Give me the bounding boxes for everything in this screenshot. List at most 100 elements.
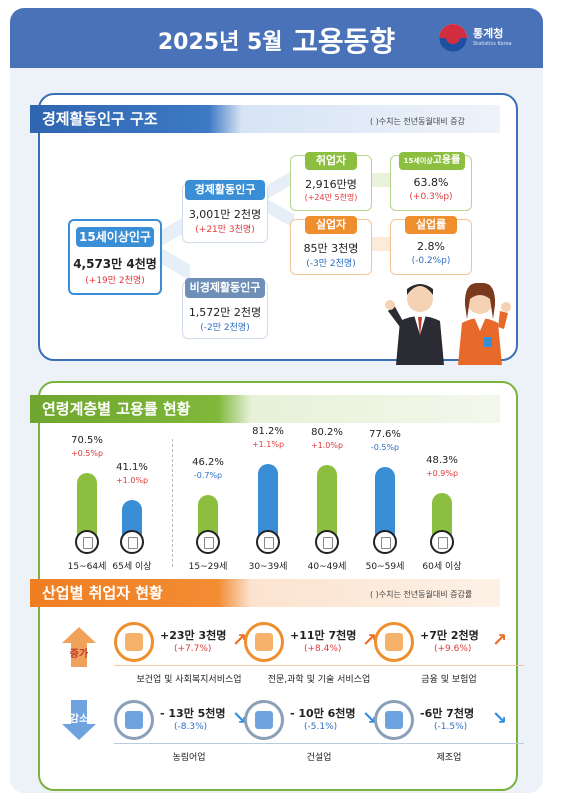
age-bar-delta: +1.1%p [251, 440, 285, 449]
industry-delta: (+8.4%) [304, 644, 342, 654]
age-bar-pct: 77.6% [369, 429, 401, 440]
chart-divider [172, 439, 173, 567]
age-bar-label: 30~39세 [248, 562, 288, 572]
pop15-label: 15세이상인구 [76, 227, 154, 247]
down-arrow-icon [62, 700, 96, 740]
pop15-delta: (+19만 2천명) [85, 276, 145, 286]
industry-item: +11만 7천명 (+8.4%) ↗ 전문,과학 및 기술 서비스업 [244, 622, 394, 685]
connector [370, 173, 390, 187]
emp-rate-label-main: 고용률 [432, 155, 461, 166]
age-bar [317, 465, 337, 536]
age-bar-pct: 41.1% [116, 462, 148, 473]
industry-name: 제조업 [436, 753, 462, 763]
divider [114, 665, 264, 666]
age-bar [258, 464, 278, 536]
industry-delta: (+7.7%) [174, 644, 212, 654]
industry-name: 전문,과학 및 기술 서비스업 [267, 675, 371, 685]
industry-name: 건설업 [306, 753, 332, 763]
logo-name: 통계청 [473, 27, 504, 40]
unemployed-label: 실업자 [305, 216, 357, 234]
age-bar-pct: 80.2% [311, 427, 343, 438]
industry-item: - 10만 6천명 (-5.1%) ↘ 건설업 [244, 700, 394, 763]
age-bar-pct: 46.2% [192, 457, 224, 468]
industry-note: ( )수치는 전년동월대비 증감률 [370, 590, 473, 599]
inactive-delta: (-2만 2천명) [200, 323, 250, 333]
divider [244, 743, 394, 744]
header-banner: 2025년 5월 고용동향 통계청 Statistics Korea [10, 8, 543, 70]
age-bar-pct: 70.5% [71, 435, 103, 446]
industry-value: +7만 2천명 [420, 629, 479, 642]
age-bar-delta: +1.0%p [115, 476, 149, 485]
industry-delta: (+9.6%) [434, 644, 472, 654]
industry-item: +7만 2천명 (+9.6%) ↗ 금융 및 보험업 [374, 622, 524, 685]
industry-increase-icon [244, 622, 284, 662]
trend-up-icon: ↗ [232, 630, 248, 651]
age-bar-delta: -0.7%p [193, 471, 223, 480]
age-bar-label: 40~49세 [307, 562, 347, 572]
divider [244, 665, 394, 666]
unemployed-delta: (-3만 2천명) [306, 259, 356, 269]
decrease-label: 감소 [69, 714, 89, 725]
industry-value: - 10만 6천명 [290, 707, 356, 720]
age-bar-delta: +0.5%p [70, 449, 104, 458]
title-year-month: 2025년 5월 [157, 30, 283, 55]
trend-up-icon: ↗ [362, 630, 378, 651]
age-bar-label: 15~64세 [67, 562, 107, 572]
unemp-rate-delta: (-0.2%p) [411, 256, 451, 266]
industry-value: +11만 7천명 [290, 629, 357, 642]
emp-rate-label: 15세이상고용률 [399, 152, 465, 170]
divider [374, 743, 524, 744]
workers-illustration [385, 282, 511, 365]
inactive-label: 비경제활동인구 [185, 278, 265, 298]
industry-item: - 13만 5천명 (-8.3%) ↘ 농림어업 [114, 700, 264, 763]
title-main: 고용동향 [292, 25, 396, 58]
industry-delta: (-8.3%) [174, 722, 208, 732]
pop15-value: 4,573만 4천명 [73, 257, 157, 271]
age-bar-delta: +0.9%p [425, 469, 459, 478]
document-icon [256, 530, 280, 554]
document-icon [75, 530, 99, 554]
age-bar-label: 65세 이상 [112, 562, 152, 572]
structure-section: 경제활동인구 구조 ( )수치는 전년동월대비 증감 15세이상인구 4,573… [30, 93, 518, 365]
divider [374, 665, 524, 666]
unemp-rate-box: 실업률 2.8% (-0.2%p) [390, 216, 472, 275]
divider [114, 743, 264, 744]
trend-down-icon: ↘ [362, 708, 378, 729]
age-bar [375, 467, 395, 536]
age-bar-pct: 81.2% [252, 426, 284, 437]
industry-item: -6만 7천명 (-1.5%) ↘ 제조업 [374, 700, 524, 763]
structure-note: ( )수치는 전년동월대비 증감 [370, 117, 465, 126]
unemp-rate-value: 2.8% [417, 240, 445, 253]
age-bar-label: 15~29세 [188, 562, 228, 572]
industry-value: +23만 3천명 [160, 629, 227, 642]
industry-title: 산업별 취업자 현황 [30, 579, 500, 607]
increase-tag: 증가 [62, 627, 96, 667]
industry-name: 금융 및 보험업 [421, 675, 477, 685]
inactive-box: 비경제활동인구 1,572만 2천명 (-2만 2천명) [182, 278, 268, 339]
age-bar-label: 60세 이상 [422, 562, 462, 572]
logo-sub: Statistics Korea [473, 41, 512, 47]
industry-increase-icon [374, 622, 414, 662]
industry-item: +23만 3천명 (+7.7%) ↗ 보건업 및 사회복지서비스업 [114, 622, 264, 685]
emp-rate-box: 15세이상고용률 63.8% (+0.3%p) [390, 152, 472, 211]
industry-decrease-icon [374, 700, 414, 740]
age-bar [122, 500, 142, 536]
emp-rate-value: 63.8% [413, 176, 449, 189]
trend-up-icon: ↗ [492, 630, 508, 651]
industry-name: 농림어업 [172, 753, 206, 763]
industry-delta: (-5.1%) [304, 722, 338, 732]
document-icon [373, 530, 397, 554]
taegeuk-icon [439, 24, 467, 52]
unemployed-box: 실업자 85만 3천명 (-3만 2천명) [290, 216, 372, 275]
active-delta: (+21만 3천명) [195, 225, 255, 235]
unemp-rate-label: 실업률 [405, 216, 457, 234]
emp-rate-label-small: 15세이상 [403, 157, 433, 165]
statistics-korea-logo: 통계청 Statistics Korea [439, 22, 529, 58]
industry-name: 보건업 및 사회복지서비스업 [136, 675, 242, 685]
increase-label: 증가 [69, 649, 89, 660]
industry-decrease-icon [114, 700, 154, 740]
industry-decrease-icon [244, 700, 284, 740]
trend-down-icon: ↘ [492, 708, 508, 729]
structure-title: 경제활동인구 구조 [30, 105, 500, 133]
industry-increase-icon [114, 622, 154, 662]
